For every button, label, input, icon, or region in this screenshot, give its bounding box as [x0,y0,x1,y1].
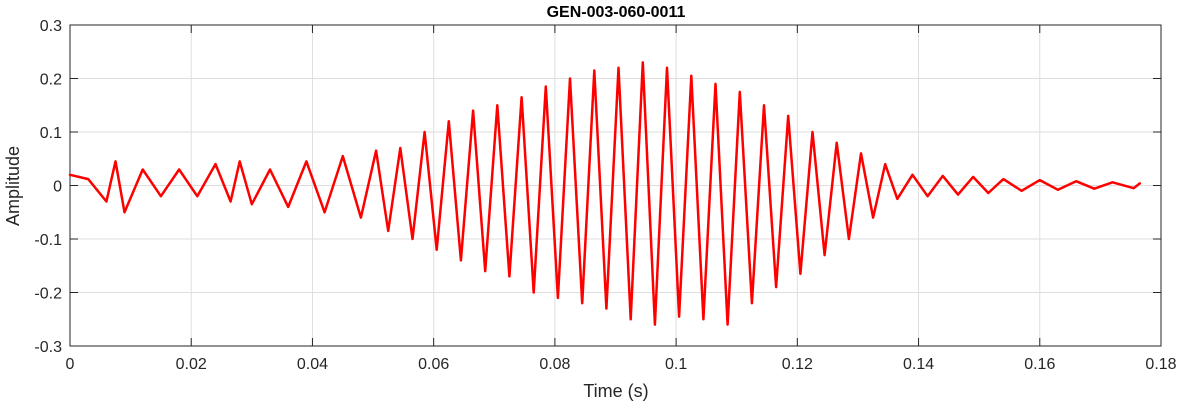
x-tick-label: 0.18 [1145,356,1176,373]
chart-title: GEN-003-060-0011 [547,4,686,21]
y-tick-label: -0.3 [34,339,62,356]
x-tick-label: 0.06 [418,356,449,373]
x-tick-label: 0.12 [782,356,813,373]
x-tick-label: 0.16 [1024,356,1055,373]
y-axis-label: Amplitude [3,146,23,226]
series-layer [68,61,1142,326]
y-tick-label: -0.1 [34,232,62,249]
x-tick-label: 0.02 [176,356,207,373]
x-tick-label: 0.1 [665,356,687,373]
y-tick-label: 0 [53,179,62,196]
x-tick-label: 0 [66,356,75,373]
x-tick-label: 0.14 [903,356,934,373]
x-axis-label: Time (s) [583,381,648,401]
x-tick-label: 0.08 [539,356,570,373]
tick-layer: 0 0.02 0.04 0.06 0.08 0.1 0.12 0.14 0.16 0.18 -0.3… [34,18,1176,373]
y-tick-label: -0.2 [34,286,62,303]
y-tick-label: 0.3 [40,18,62,35]
x-tick-label: 0.04 [297,356,328,373]
y-tick-label: 0.2 [40,72,62,89]
series-line [68,61,1142,326]
y-tick-label: 0.1 [40,125,62,142]
